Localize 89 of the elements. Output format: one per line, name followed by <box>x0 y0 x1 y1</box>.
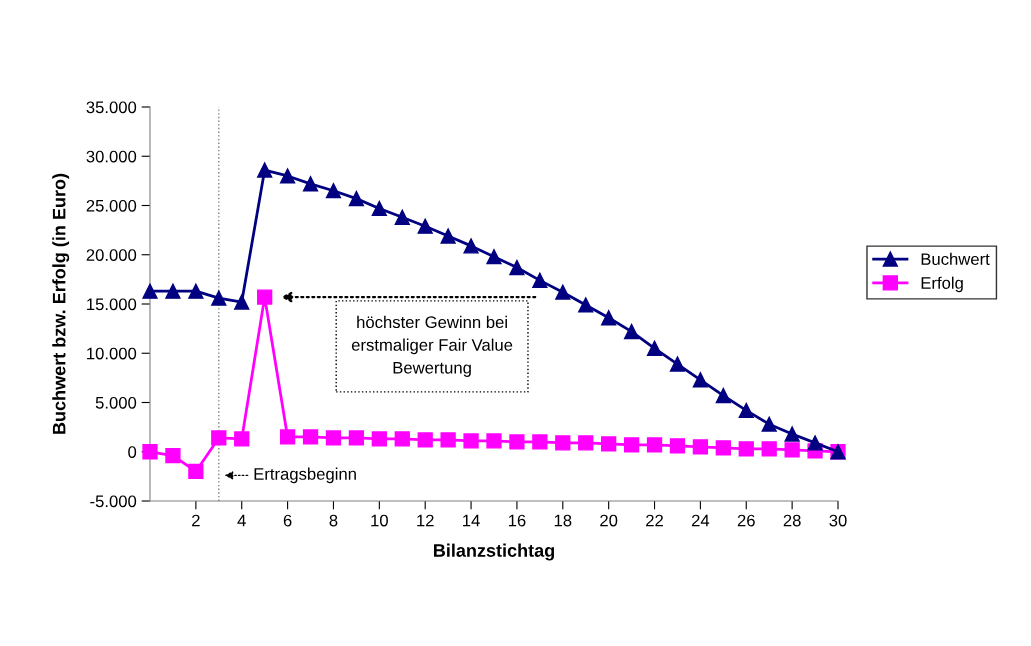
point <box>715 440 731 456</box>
point <box>509 259 525 276</box>
y-tick-label: 30.000 <box>86 150 137 163</box>
legend-label: Erfolg <box>921 276 963 293</box>
y-tick-label: 0 <box>128 446 137 458</box>
point <box>257 289 273 305</box>
x-tick-label: 8 <box>329 514 338 527</box>
x-tick-label: 24 <box>691 514 710 527</box>
point <box>417 432 433 448</box>
x-tick-label: 30 <box>829 514 847 527</box>
point <box>486 433 502 449</box>
point <box>646 340 663 356</box>
point <box>440 228 456 244</box>
point <box>394 431 410 447</box>
point <box>646 437 663 453</box>
point <box>234 294 250 310</box>
point <box>784 442 800 458</box>
point <box>165 448 181 464</box>
x-tick-label: 4 <box>237 514 246 527</box>
x-tick-label: 20 <box>600 514 618 527</box>
point <box>302 429 319 445</box>
point <box>371 431 387 447</box>
point <box>188 283 204 299</box>
x-tick-label: 26 <box>737 514 755 527</box>
point <box>463 238 479 254</box>
annotation: höchster Gewinn bei erstmaliger Fair Value Bewertung <box>351 315 513 377</box>
y-tick-label: 25.000 <box>86 199 137 212</box>
x-axis-title: Bilanzstichtag <box>434 543 554 561</box>
point <box>348 190 365 207</box>
y-tick-label: 20.000 <box>86 249 137 261</box>
point <box>486 249 502 265</box>
point <box>692 372 709 388</box>
x-tick-label: 6 <box>283 514 292 527</box>
x-tick-label: 18 <box>554 514 572 527</box>
point <box>142 283 158 299</box>
y-axis-title: Buchwert bzw. Erfolg (in Euro) <box>52 173 70 434</box>
point <box>715 387 731 404</box>
legend-label: Buchwert <box>921 252 990 266</box>
point <box>302 176 319 192</box>
point <box>440 432 456 448</box>
point <box>211 430 227 446</box>
point <box>807 435 823 451</box>
point <box>188 463 204 480</box>
point <box>555 435 571 451</box>
y-tick-label: 5.000 <box>95 396 137 409</box>
x-tick-label: 16 <box>508 514 526 527</box>
point <box>623 437 640 453</box>
point <box>738 441 754 457</box>
point <box>165 283 181 299</box>
y-tick-label: -5.000 <box>90 495 137 508</box>
point <box>417 218 433 234</box>
point <box>279 168 296 184</box>
y-tick-label: 10.000 <box>87 347 137 360</box>
point <box>601 310 617 326</box>
x-tick-label: 10 <box>371 514 388 527</box>
point <box>509 434 525 450</box>
annotation: Ertragsbeginn <box>254 467 356 484</box>
point <box>463 433 479 449</box>
point <box>623 323 640 340</box>
point <box>142 444 158 460</box>
point <box>761 416 777 432</box>
point <box>371 200 387 217</box>
point <box>279 429 296 445</box>
x-tick-label: 2 <box>192 514 200 527</box>
point <box>234 431 250 447</box>
point <box>348 430 365 446</box>
x-tick-label: 28 <box>783 514 801 527</box>
point <box>692 439 709 455</box>
x-tick-label: 22 <box>646 514 663 527</box>
point <box>555 284 571 300</box>
point <box>578 435 594 451</box>
y-tick-label: 15.000 <box>87 298 137 311</box>
point <box>257 162 273 178</box>
point <box>394 209 410 225</box>
point <box>601 436 617 452</box>
point <box>325 430 342 446</box>
point <box>211 290 227 306</box>
point <box>669 438 686 454</box>
point <box>532 434 548 450</box>
point <box>325 183 342 199</box>
point <box>532 272 548 288</box>
x-tick-label: 12 <box>417 514 434 527</box>
y-tick-label: 35.000 <box>86 101 137 114</box>
point <box>761 441 777 457</box>
point <box>738 402 754 419</box>
point <box>784 426 800 442</box>
x-tick-label: 14 <box>463 514 480 527</box>
point <box>669 356 686 372</box>
point <box>578 297 594 313</box>
